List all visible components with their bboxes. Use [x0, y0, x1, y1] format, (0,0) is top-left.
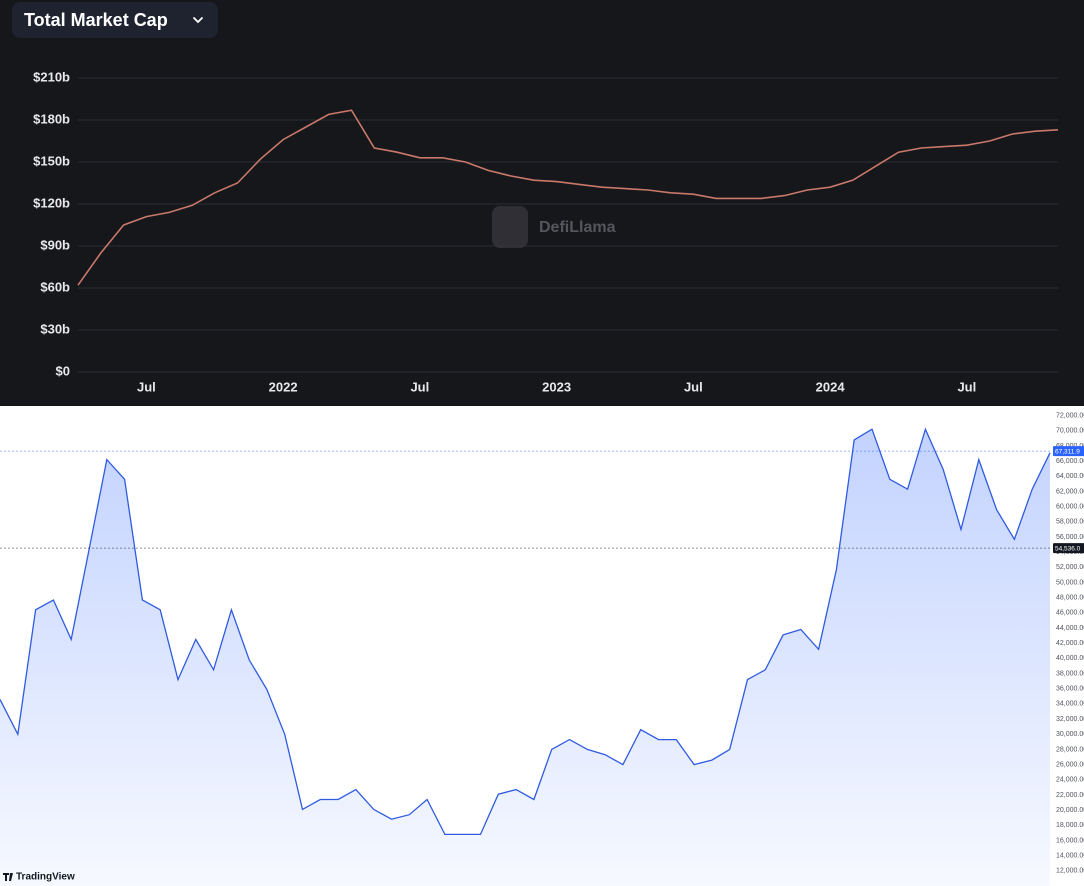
y-tick-label: $0 [56, 363, 70, 378]
y-tick-label: 70,000.00 [1056, 428, 1084, 435]
y-tick-label: $60b [40, 279, 70, 294]
x-tick-label: Jul [137, 379, 156, 394]
y-tick-label: 18,000.00 [1056, 822, 1084, 829]
y-tick-label: 24,000.00 [1056, 777, 1084, 784]
y-tick-label: 60,000.00 [1056, 503, 1084, 510]
y-tick-label: 34,000.00 [1056, 701, 1084, 708]
y-tick-label: 72,000.00 [1056, 412, 1084, 419]
y-tick-label: 16,000.00 [1056, 837, 1084, 844]
y-tick-label: 38,000.00 [1056, 670, 1084, 677]
y-tick-label: 12,000.00 [1056, 868, 1084, 875]
y-tick-label: $30b [40, 321, 70, 336]
y-tick-label: 66,000.00 [1056, 458, 1084, 465]
dropdown-chevron [193, 17, 203, 24]
x-tick-label: 2022 [269, 379, 298, 394]
y-tick-label: 40,000.00 [1056, 655, 1084, 662]
x-tick-label: Jul [684, 379, 703, 394]
tradingview-logo [3, 873, 13, 881]
price-tag-label: 54,536.0 [1055, 545, 1081, 552]
chart-background [0, 0, 1084, 406]
price-area [0, 429, 1050, 886]
price-tag [1053, 543, 1084, 554]
y-tick-label: 44,000.00 [1056, 625, 1084, 632]
watermark: TradingView [16, 872, 75, 883]
y-tick-label: 32,000.00 [1056, 716, 1084, 723]
y-tick-label: 14,000.00 [1056, 852, 1084, 859]
y-tick-label: 52,000.00 [1056, 564, 1084, 571]
x-tick-label: Jul [957, 379, 976, 394]
watermark: DefiLlama [539, 219, 616, 236]
y-tick-label: 50,000.00 [1056, 579, 1084, 586]
x-tick-label: Jul [410, 379, 429, 394]
y-tick-label: 36,000.00 [1056, 686, 1084, 693]
y-tick-label: $180b [33, 111, 70, 126]
chart-title[interactable]: Total Market Cap [24, 10, 168, 30]
y-tick-label: 56,000.00 [1056, 534, 1084, 541]
y-tick-label: 46,000.00 [1056, 610, 1084, 617]
title-dropdown[interactable] [12, 2, 218, 38]
x-tick-label: 2024 [816, 379, 846, 394]
y-tick-label: $90b [40, 237, 70, 252]
y-tick-label: 26,000.00 [1056, 761, 1084, 768]
price-tag [1053, 446, 1084, 457]
market-cap-line [77, 109, 1059, 286]
y-tick-label: 20,000.00 [1056, 807, 1084, 814]
y-tick-label: $150b [33, 153, 70, 168]
y-tick-label: 42,000.00 [1056, 640, 1084, 647]
watermark-logo [492, 206, 528, 248]
y-tick-label: 22,000.00 [1056, 792, 1084, 799]
y-tick-label: 28,000.00 [1056, 746, 1084, 753]
price-tag-label: 67,311.9 [1055, 448, 1080, 455]
y-tick-label: 62,000.00 [1056, 488, 1084, 495]
y-tick-label: 64,000.00 [1056, 473, 1084, 480]
y-tick-label: $210b [33, 69, 70, 84]
price-line [0, 427, 1051, 836]
y-tick-label: 48,000.00 [1056, 595, 1084, 602]
y-tick-label: 58,000.00 [1056, 519, 1084, 526]
y-tick-label: $120b [33, 195, 70, 210]
x-tick-label: 2023 [542, 379, 571, 394]
y-tick-label: 30,000.00 [1056, 731, 1084, 738]
